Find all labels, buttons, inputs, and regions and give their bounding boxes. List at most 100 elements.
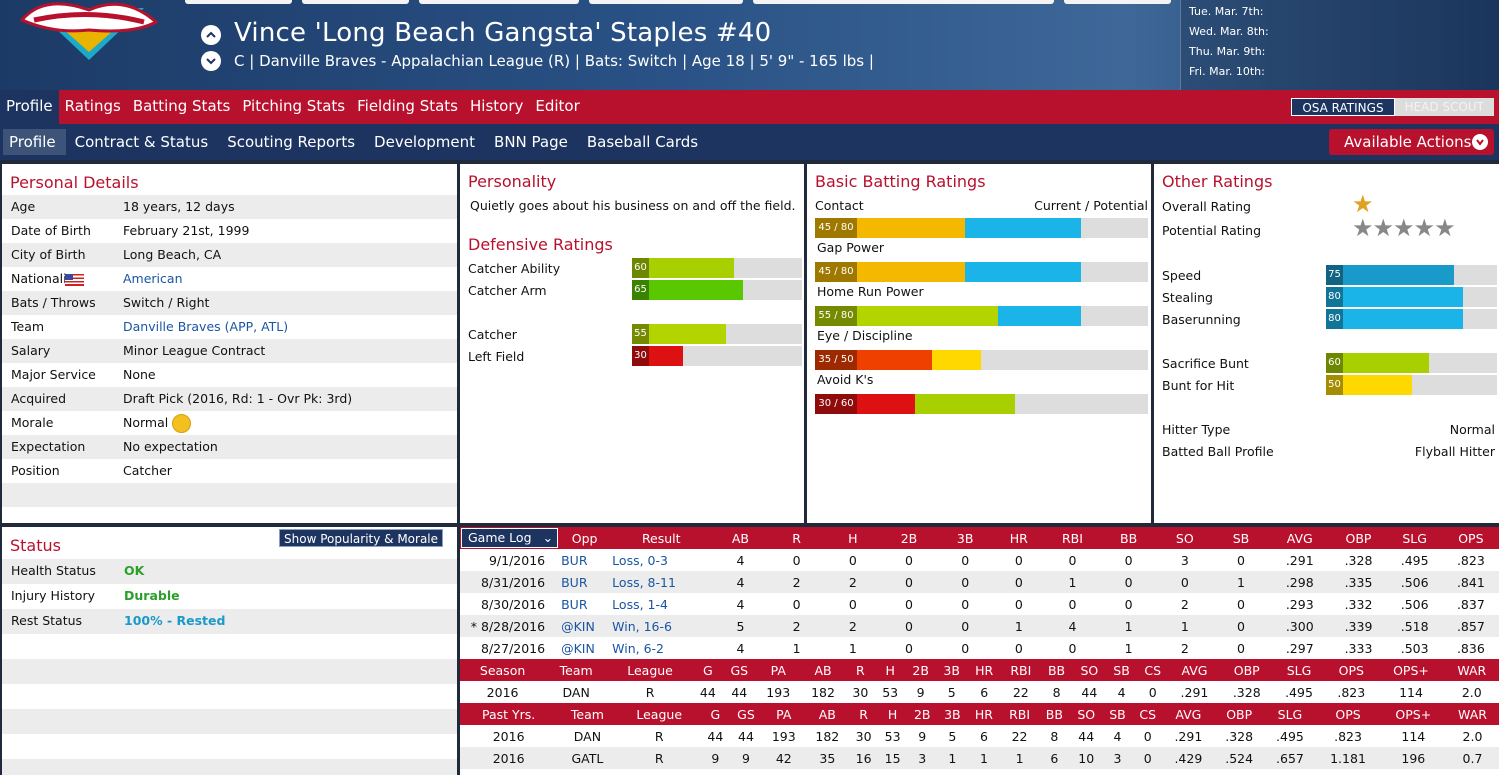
column-header[interactable]: R: [855, 662, 865, 678]
subtab-development[interactable]: Development: [374, 133, 476, 151]
header-tab-5[interactable]: [753, 0, 1054, 4]
column-header[interactable]: 3B: [956, 530, 974, 546]
head-scout-button[interactable]: HEAD SCOUT: [1394, 98, 1494, 116]
subtab-scouting-reports[interactable]: Scouting Reports: [227, 133, 356, 151]
opponent-link[interactable]: BUR: [561, 552, 588, 568]
opponent-link[interactable]: BUR: [561, 596, 588, 612]
column-header[interactable]: WAR: [1457, 662, 1487, 678]
column-header[interactable]: R: [792, 530, 801, 546]
column-header[interactable]: RBI: [1009, 706, 1031, 722]
column-header[interactable]: AB: [731, 530, 749, 546]
column-header[interactable]: GS: [730, 662, 749, 678]
column-header[interactable]: Opp: [571, 530, 598, 546]
column-header[interactable]: RBI: [1010, 662, 1032, 678]
column-header[interactable]: SB: [1113, 662, 1130, 678]
column-header[interactable]: AB: [818, 706, 836, 722]
column-header[interactable]: H: [887, 706, 898, 722]
column-header[interactable]: SO: [1077, 706, 1096, 722]
column-header[interactable]: OPS: [1458, 530, 1484, 546]
column-header[interactable]: AVG: [1286, 530, 1313, 546]
column-header[interactable]: HR: [975, 662, 994, 678]
detail-value[interactable]: American: [123, 271, 183, 286]
tab-history[interactable]: History: [470, 97, 524, 115]
column-header[interactable]: H: [848, 530, 858, 546]
column-header[interactable]: G: [702, 662, 713, 678]
column-header[interactable]: GS: [737, 706, 755, 722]
subtab-contract-status[interactable]: Contract & Status: [74, 133, 209, 151]
column-header[interactable]: PA: [776, 706, 792, 722]
column-header[interactable]: CS: [1144, 662, 1162, 678]
column-header[interactable]: 2B: [900, 530, 918, 546]
header-tab-4[interactable]: [589, 0, 743, 4]
column-header[interactable]: PA: [770, 662, 786, 678]
column-header[interactable]: HR: [974, 706, 993, 722]
header-tab-3[interactable]: [419, 0, 579, 4]
column-header[interactable]: OBP: [1233, 662, 1260, 678]
column-header[interactable]: SB: [1109, 706, 1126, 722]
column-header[interactable]: WAR: [1458, 706, 1487, 722]
result-link[interactable]: Loss, 1-4: [612, 596, 668, 612]
subtab-baseball-cards[interactable]: Baseball Cards: [586, 133, 699, 151]
column-header[interactable]: SLG: [1402, 530, 1427, 546]
opponent-link[interactable]: @KIN: [561, 640, 595, 656]
column-header[interactable]: SLG: [1286, 662, 1312, 678]
header-tab-1[interactable]: [185, 0, 292, 4]
column-header[interactable]: Team: [559, 662, 593, 678]
result-link[interactable]: Loss, 8-11: [612, 574, 676, 590]
column-header[interactable]: League: [636, 706, 683, 722]
column-header[interactable]: Season: [479, 662, 526, 678]
game-log-select[interactable]: Game Log ⌄: [460, 527, 559, 549]
tab-batting-stats[interactable]: Batting Stats: [132, 97, 231, 115]
osa-ratings-button[interactable]: OSA RATINGS: [1291, 98, 1395, 116]
column-header[interactable]: G: [710, 706, 721, 722]
column-header[interactable]: OPS+: [1395, 706, 1432, 722]
column-header[interactable]: BB: [1045, 706, 1063, 722]
column-header[interactable]: BB: [1047, 662, 1066, 678]
result-link[interactable]: Loss, 0-3: [612, 552, 668, 568]
column-header[interactable]: AB: [814, 662, 832, 678]
opponent-link[interactable]: BUR: [561, 574, 588, 590]
column-header[interactable]: BB: [1120, 530, 1138, 546]
column-header[interactable]: 3B: [944, 706, 961, 722]
tab-ratings[interactable]: Ratings: [64, 97, 121, 115]
column-header[interactable]: 2B: [913, 706, 931, 722]
column-header[interactable]: SO: [1175, 530, 1194, 546]
column-header[interactable]: SO: [1080, 662, 1099, 678]
next-player-button[interactable]: [201, 51, 221, 71]
column-header[interactable]: 3B: [943, 662, 960, 678]
tab-fielding-stats[interactable]: Fielding Stats: [357, 97, 458, 115]
tab-profile[interactable]: Profile: [0, 90, 59, 124]
column-header[interactable]: RBI: [1061, 530, 1083, 546]
column-header[interactable]: OPS: [1338, 662, 1364, 678]
column-header[interactable]: HR: [1009, 530, 1028, 546]
column-header[interactable]: OPS+: [1393, 662, 1429, 678]
column-header[interactable]: AVG: [1181, 662, 1208, 678]
column-header[interactable]: League: [627, 662, 673, 678]
header-tab-2[interactable]: [302, 0, 409, 4]
column-header[interactable]: SB: [1232, 530, 1250, 546]
column-header[interactable]: AVG: [1175, 706, 1202, 722]
previous-player-button[interactable]: [201, 25, 221, 45]
column-header[interactable]: 2B: [912, 662, 929, 678]
opponent-link[interactable]: @KIN: [561, 618, 595, 634]
tab-editor[interactable]: Editor: [535, 97, 580, 115]
tab-pitching-stats[interactable]: Pitching Stats: [242, 97, 346, 115]
column-header[interactable]: R: [859, 706, 868, 722]
subtab-bnn-page[interactable]: BNN Page: [494, 133, 568, 151]
available-actions-button[interactable]: Available Actions: [1329, 129, 1494, 155]
column-header[interactable]: Result: [641, 530, 681, 546]
result-link[interactable]: Win, 6-2: [612, 640, 665, 656]
header-tab-6[interactable]: [1064, 0, 1171, 4]
column-header[interactable]: Past Yrs.: [481, 706, 536, 722]
column-header[interactable]: SLG: [1277, 706, 1303, 722]
result-link[interactable]: Win, 16-6: [612, 618, 672, 634]
column-header[interactable]: CS: [1139, 706, 1157, 722]
detail-value[interactable]: Danville Braves (APP, ATL): [123, 319, 289, 334]
column-header[interactable]: OPS: [1335, 706, 1361, 722]
column-header[interactable]: OBP: [1345, 530, 1372, 546]
column-header[interactable]: OBP: [1226, 706, 1253, 722]
show-popularity-morale-button[interactable]: Show Popularity & Morale: [279, 529, 444, 547]
subtab-profile[interactable]: Profile: [3, 129, 66, 155]
column-header[interactable]: H: [885, 662, 895, 678]
column-header[interactable]: Team: [570, 706, 604, 722]
